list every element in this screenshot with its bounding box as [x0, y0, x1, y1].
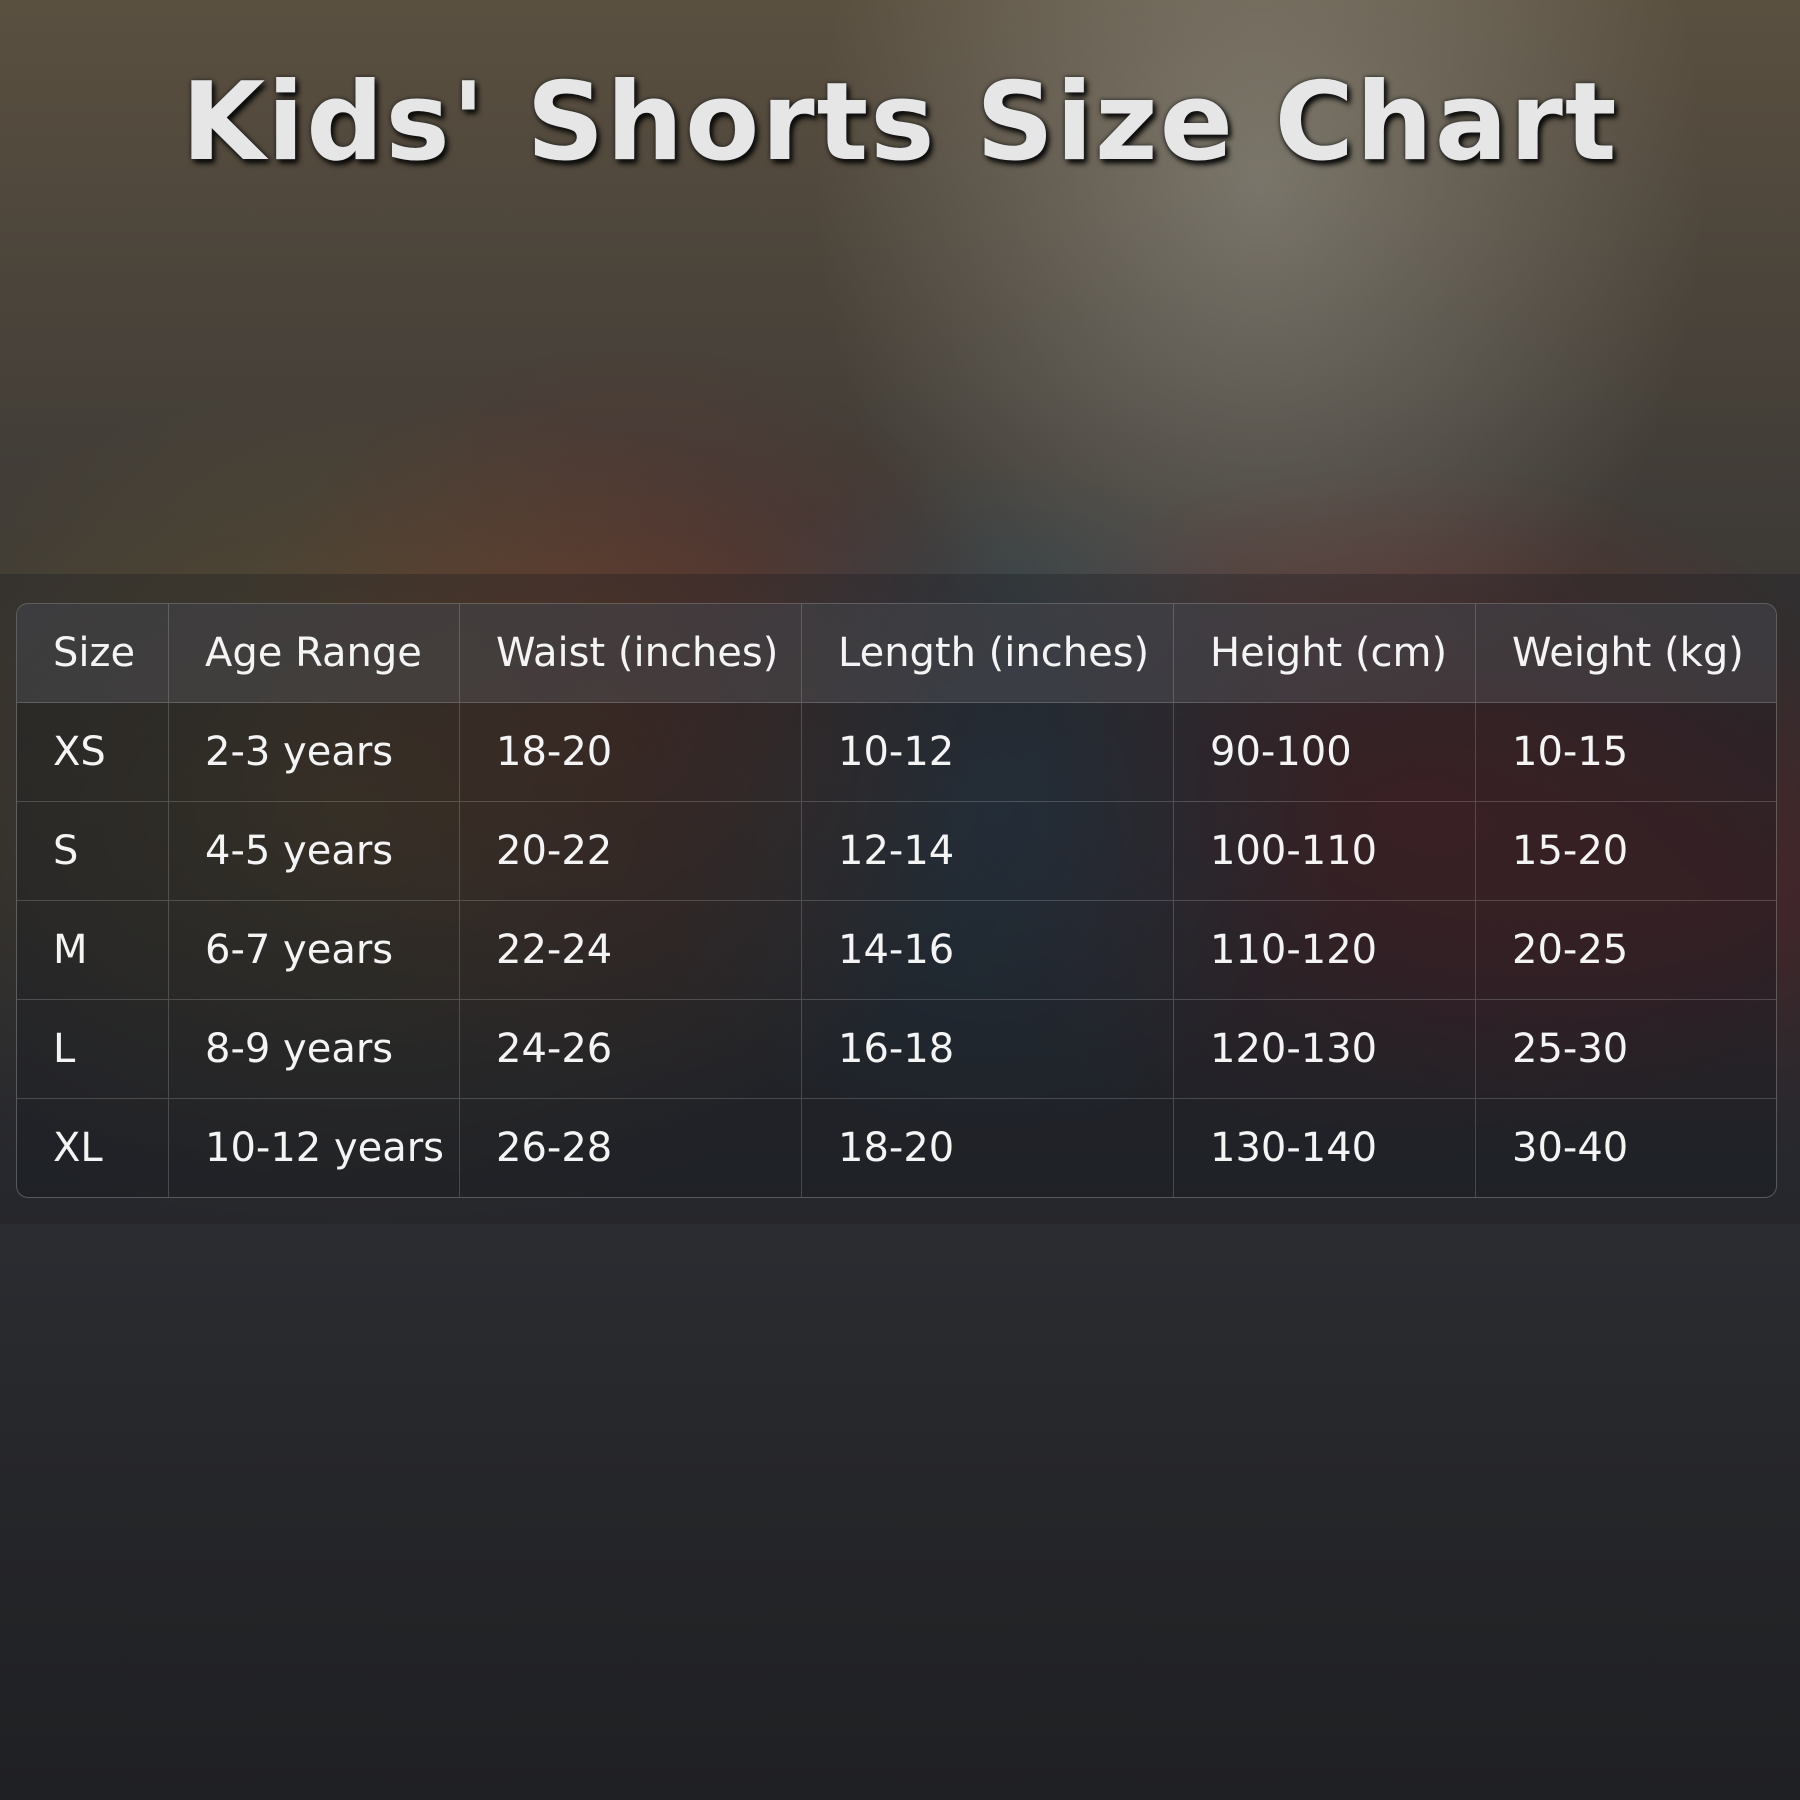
header-row: Size Age Range Waist (inches) Length (inche…	[17, 604, 1776, 703]
table-cell: 8-9 years	[169, 1000, 460, 1099]
table-row: L 8-9 years 24-26 16-18 120-130 25-30	[17, 1000, 1776, 1099]
table-cell: 30-40	[1512, 1125, 1629, 1171]
table-cell: 14-16	[802, 901, 1174, 1000]
column-header: Height (cm)	[1174, 604, 1476, 703]
table-cell: 12-14	[802, 802, 1174, 901]
table-cell: 130-140	[1174, 1099, 1476, 1197]
table-cell: XS	[17, 703, 169, 802]
table-cell: L	[17, 1000, 169, 1099]
table-row: S 4-5 years 20-22 12-14 100-110 15-20	[17, 802, 1776, 901]
table-cell: 26-28	[460, 1099, 802, 1197]
table-cell: M	[17, 901, 169, 1000]
table-cell: 10-12	[802, 703, 1174, 802]
table-cell: 20-22	[460, 802, 802, 901]
table-cell: 6-7 years	[169, 901, 460, 1000]
column-header: Waist (inches)	[460, 604, 802, 703]
page-title: Kids' Shorts Size Chart	[181, 60, 1619, 185]
table-cell: 22-24	[460, 901, 802, 1000]
table-cell: 24-26	[460, 1000, 802, 1099]
table-row: XL 10-12 years 26-28 18-20 130-140 30-40	[17, 1099, 1776, 1197]
table-cell: 16-18	[802, 1000, 1174, 1099]
size-chart-table: Size Age Range Waist (inches) Length (inche…	[16, 603, 1777, 1198]
table-cell: 18-20	[802, 1099, 1174, 1197]
table-cell: 10-12 years	[169, 1099, 460, 1197]
table-row: M 6-7 years 22-24 14-16 110-120 20-25	[17, 901, 1776, 1000]
table-cell: 2-3 years	[169, 703, 460, 802]
table-cell: 110-120	[1174, 901, 1476, 1000]
column-header: Size	[17, 604, 169, 703]
table-cell: XL	[17, 1099, 169, 1197]
table-backdrop	[0, 574, 1800, 1224]
table-cell: 90-100	[1174, 703, 1476, 802]
table-cell: 100-110	[1174, 802, 1476, 901]
table-cell: 10-15	[1476, 703, 1776, 802]
column-header: Age Range	[169, 604, 460, 703]
table-cell: 18-20	[460, 703, 802, 802]
column-header: Weight (kg)	[1476, 604, 1776, 703]
table-cell: 25-30	[1476, 1000, 1776, 1099]
table-row: XS 2-3 years 18-20 10-12 90-100 10-15	[17, 703, 1776, 802]
column-header: Length (inches)	[802, 604, 1174, 703]
table-cell: 20-25	[1476, 901, 1776, 1000]
table-cell: S	[17, 802, 169, 901]
table-cell: 4-5 years	[169, 802, 460, 901]
table-cell: 120-130	[1174, 1000, 1476, 1099]
table-cell: 15-20	[1476, 802, 1776, 901]
